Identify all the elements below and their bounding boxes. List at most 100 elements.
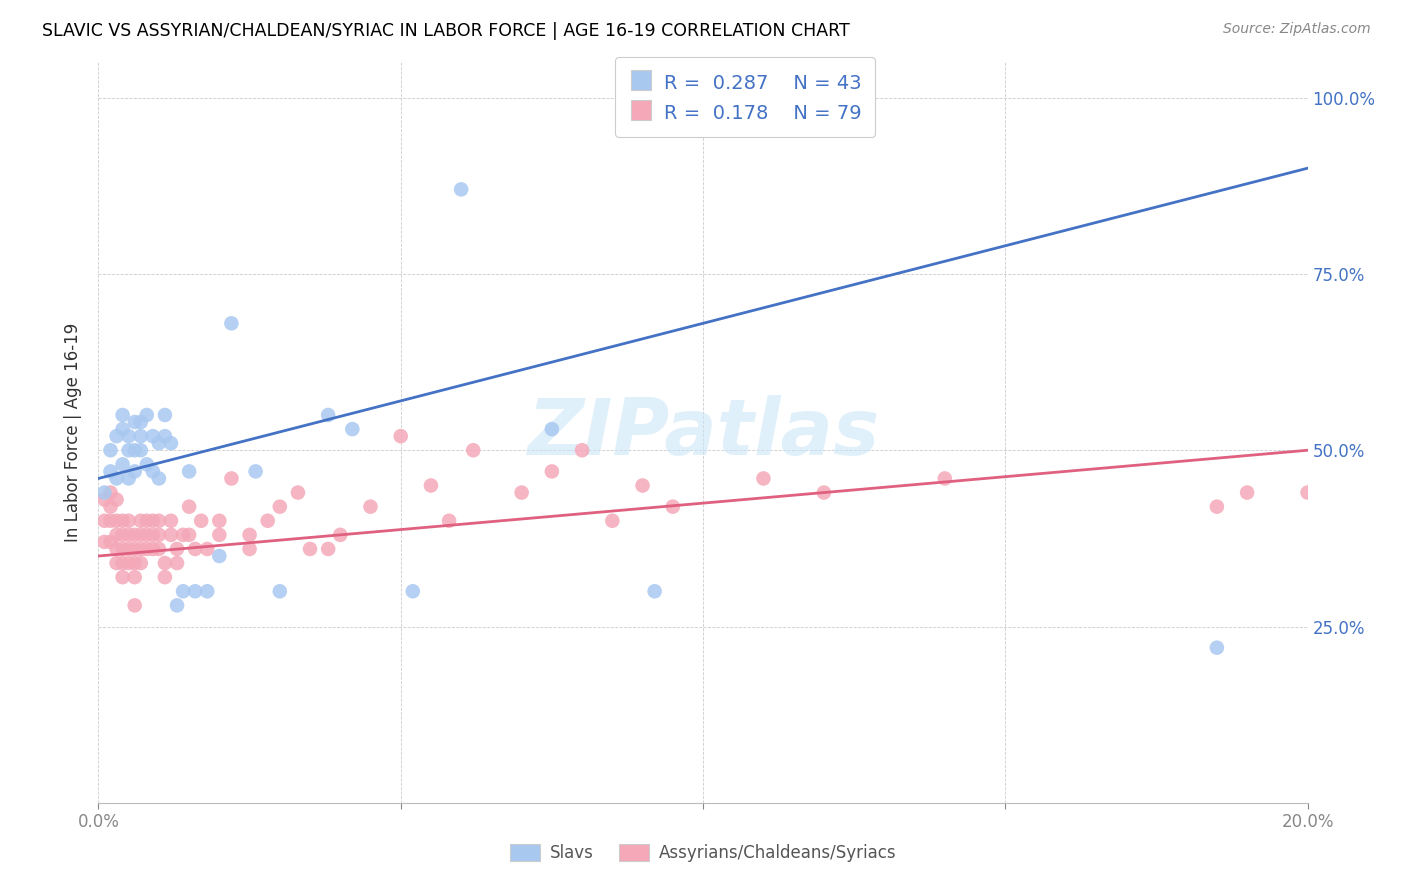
Point [1296, 485, 1319, 500]
Point [142, 429, 165, 443]
Point [118, 528, 141, 542]
Point [631, 478, 654, 492]
Point [153, 408, 176, 422]
Point [571, 443, 593, 458]
Point [100, 500, 122, 514]
Y-axis label: In Labor Force | Age 16-19: In Labor Force | Age 16-19 [65, 323, 83, 542]
Point [142, 464, 165, 478]
Point [166, 541, 188, 556]
Point [208, 549, 231, 563]
Point [148, 436, 170, 450]
Point [142, 514, 165, 528]
Point [160, 528, 183, 542]
Text: ZIPatlas: ZIPatlas [527, 394, 879, 471]
Point [172, 584, 194, 599]
Point [118, 443, 141, 458]
Point [166, 556, 188, 570]
Point [118, 471, 141, 485]
Point [239, 541, 262, 556]
Point [153, 429, 176, 443]
Point [172, 528, 194, 542]
Point [184, 584, 207, 599]
Point [142, 528, 165, 542]
Point [752, 471, 775, 485]
Point [111, 528, 134, 542]
Point [360, 500, 382, 514]
Text: Source: ZipAtlas.com: Source: ZipAtlas.com [1223, 22, 1371, 37]
Point [129, 556, 152, 570]
Point [129, 514, 152, 528]
Point [135, 458, 157, 472]
Point [221, 316, 243, 330]
Point [389, 429, 412, 443]
Text: SLAVIC VS ASSYRIAN/CHALDEAN/SYRIAC IN LABOR FORCE | AGE 16-19 CORRELATION CHART: SLAVIC VS ASSYRIAN/CHALDEAN/SYRIAC IN LA… [42, 22, 851, 40]
Point [153, 556, 176, 570]
Point [111, 408, 134, 422]
Point [316, 541, 339, 556]
Point [195, 584, 218, 599]
Point [118, 429, 141, 443]
Point [129, 528, 152, 542]
Point [93, 492, 115, 507]
Point [124, 528, 146, 542]
Point [105, 556, 128, 570]
Point [245, 464, 267, 478]
Point [239, 528, 262, 542]
Point [118, 556, 141, 570]
Point [148, 541, 170, 556]
Point [190, 514, 212, 528]
Point [124, 443, 146, 458]
Point [437, 514, 460, 528]
Point [1206, 500, 1229, 514]
Point [100, 514, 122, 528]
Point [287, 485, 309, 500]
Point [111, 541, 134, 556]
Point [195, 541, 218, 556]
Point [100, 443, 122, 458]
Point [153, 570, 176, 584]
Point [160, 514, 183, 528]
Point [129, 443, 152, 458]
Point [166, 599, 188, 613]
Point [221, 471, 243, 485]
Point [100, 535, 122, 549]
Point [208, 528, 231, 542]
Point [661, 500, 683, 514]
Point [111, 570, 134, 584]
Point [540, 464, 562, 478]
Point [269, 500, 291, 514]
Point [111, 514, 134, 528]
Point [111, 422, 134, 436]
Point [269, 584, 291, 599]
Point [135, 541, 157, 556]
Point [644, 584, 666, 599]
Point [142, 541, 165, 556]
Point [105, 492, 128, 507]
Point [661, 91, 683, 105]
Point [129, 429, 152, 443]
Point [463, 443, 485, 458]
Point [105, 514, 128, 528]
Point [299, 541, 322, 556]
Point [510, 485, 533, 500]
Point [420, 478, 443, 492]
Point [540, 422, 562, 436]
Point [329, 528, 352, 542]
Point [124, 415, 146, 429]
Point [100, 464, 122, 478]
Point [111, 458, 134, 472]
Point [148, 528, 170, 542]
Point [105, 471, 128, 485]
Point [118, 514, 141, 528]
Point [160, 436, 183, 450]
Point [179, 500, 201, 514]
Point [135, 408, 157, 422]
Point [179, 528, 201, 542]
Point [105, 429, 128, 443]
Point [124, 570, 146, 584]
Point [813, 485, 835, 500]
Point [934, 471, 956, 485]
Point [208, 514, 231, 528]
Legend: Slavs, Assyrians/Chaldeans/Syriacs: Slavs, Assyrians/Chaldeans/Syriacs [503, 837, 903, 869]
Point [135, 514, 157, 528]
